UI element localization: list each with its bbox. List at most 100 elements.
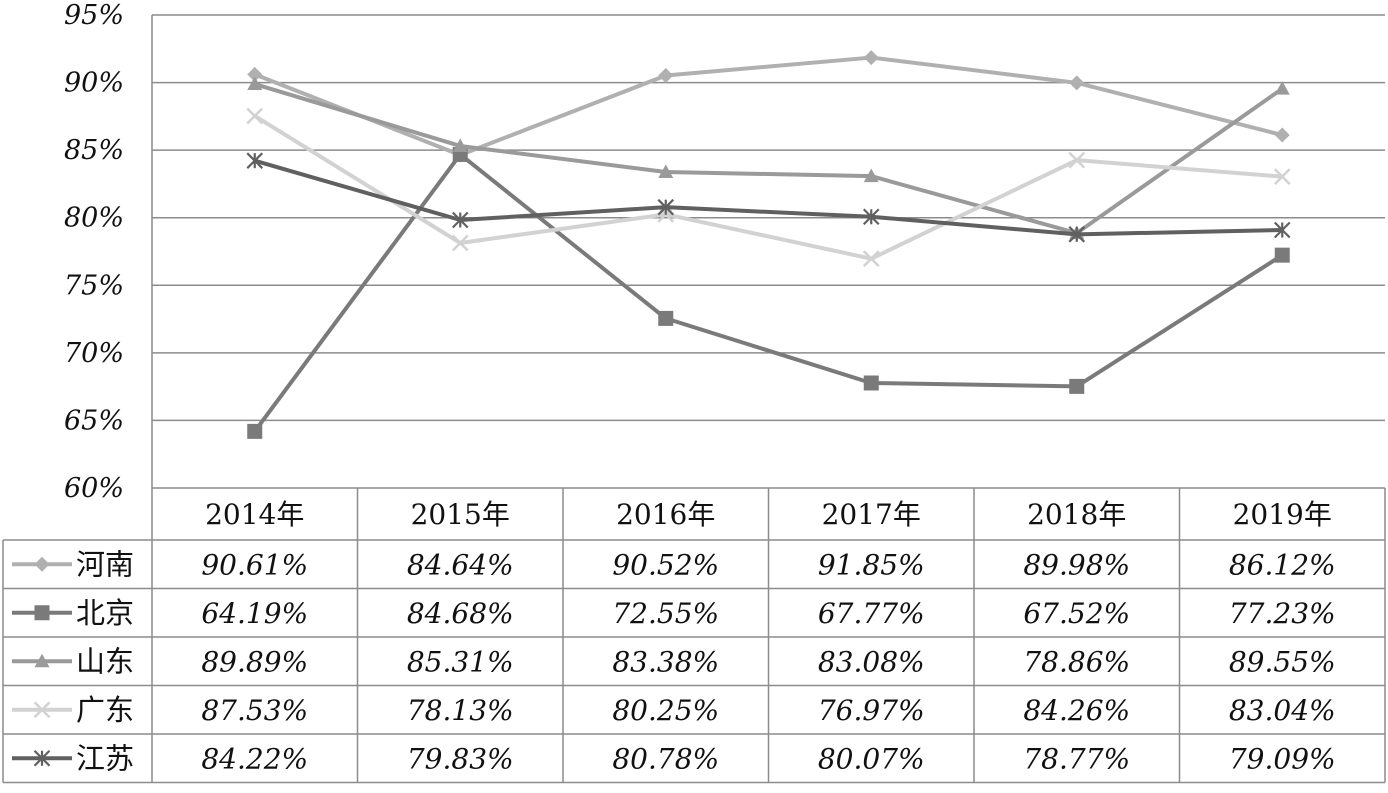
series-3-point: [1274, 81, 1290, 95]
series-1-point: [1274, 127, 1290, 143]
diamond-marker-shape: [34, 556, 50, 572]
x-category-label: 2017年: [822, 498, 921, 531]
table-cell-value: 87.53%: [201, 694, 308, 727]
series-1-point: [658, 68, 674, 84]
series-layer: [246, 50, 1291, 439]
series-3-point: [247, 76, 263, 91]
square-marker-shape: [34, 605, 50, 621]
table-cell-value: 77.23%: [1229, 597, 1336, 630]
series-4-line: [253, 114, 1283, 261]
series-3-point: [452, 138, 468, 152]
triangle-marker-shape: [34, 653, 50, 668]
y-tick-label: 60%: [64, 473, 124, 504]
series-1-legend-marker: [34, 556, 50, 572]
square-marker-shape: [658, 310, 674, 326]
series-3-point: [658, 164, 674, 179]
series-5-point: [862, 208, 880, 226]
series-5-point: [246, 152, 264, 169]
x-category-label: 2015年: [411, 498, 510, 531]
table-cell-value: 85.31%: [407, 645, 514, 678]
square-marker-shape: [863, 375, 879, 391]
text-layer: 95% 90% 85% 80% 75% 70% 65% 60% 2014年 2015年 2016年 2…: [64, 0, 1336, 775]
table-cell-value: 78.13%: [407, 694, 514, 727]
series-3-line: [254, 82, 1284, 236]
series-5-line: [254, 158, 1283, 237]
y-tick-label: 80%: [64, 203, 124, 234]
table-cell-value: 84.22%: [201, 742, 308, 775]
diamond-marker-shape: [863, 50, 879, 66]
square-marker-shape: [1069, 378, 1085, 394]
triangle-marker-shape: [247, 76, 263, 91]
table-cell-value: 84.64%: [407, 548, 514, 581]
series-4-point: [246, 107, 264, 125]
series-3-legend-label: 山东: [76, 644, 134, 678]
series-5-legend-marker: [33, 749, 51, 767]
series-1-point: [247, 66, 263, 82]
table-cell-value: 83.38%: [612, 645, 719, 678]
series-4-point: [1273, 168, 1291, 186]
series-3-point: [863, 168, 879, 183]
table-cell-value: 67.77%: [818, 597, 925, 630]
x-marker-stroke: [246, 107, 264, 125]
x-marker-stroke: [33, 701, 51, 719]
table-cell-value: 80.07%: [818, 742, 925, 775]
series-2-point: [1274, 247, 1290, 263]
table-cell-value: 80.25%: [612, 694, 719, 727]
table-cell-value: 78.77%: [1023, 742, 1130, 775]
table-cell-value: 89.98%: [1023, 548, 1130, 581]
table-cell-value: 89.55%: [1229, 645, 1336, 678]
series-4-point: [451, 234, 469, 252]
series-4-point: [1068, 151, 1086, 169]
series-2-point: [247, 423, 263, 439]
y-tick-label: 65%: [64, 405, 124, 436]
table-cell-value: 64.19%: [201, 597, 308, 630]
series-5-point: [1068, 226, 1086, 243]
table-cell-value: 79.09%: [1229, 742, 1336, 775]
table-cell-value: 83.04%: [1229, 694, 1336, 727]
series-1-point: [1069, 75, 1085, 91]
data-table: [2, 488, 1386, 784]
x-marker-stroke: [451, 234, 469, 252]
series-1-line: [254, 55, 1283, 158]
x-category-label: 2019年: [1233, 498, 1332, 531]
table-cell-value: 79.83%: [407, 742, 514, 775]
series-2-point: [1069, 378, 1085, 394]
series-2-point: [658, 310, 674, 326]
table-cell-value: 78.86%: [1023, 645, 1130, 678]
series-2-point: [863, 375, 879, 391]
series-5-legend-label: 江苏: [76, 741, 134, 775]
diamond-marker-shape: [1069, 75, 1085, 91]
table-cell-value: 80.78%: [612, 742, 719, 775]
triangle-marker-shape: [452, 138, 468, 152]
triangle-marker-shape: [658, 164, 674, 179]
grid-layer: [151, 14, 1385, 489]
y-tick-label: 90%: [64, 68, 124, 99]
series-4-legend-label: 广东: [76, 693, 134, 727]
table-cell-value: 90.61%: [201, 548, 308, 581]
series-3-legend-marker: [34, 653, 50, 668]
table-cell-value: 84.68%: [407, 597, 514, 630]
y-tick-label: 75%: [64, 270, 124, 301]
table-cell-value: 76.97%: [818, 694, 925, 727]
y-tick-label: 95%: [64, 0, 124, 31]
series-1-point: [863, 50, 879, 66]
series-5-point: [657, 198, 675, 216]
table-cell-value: 83.08%: [818, 645, 925, 678]
x-category-label: 2014年: [205, 498, 304, 531]
y-tick-label: 70%: [64, 338, 124, 369]
series-2-legend-label: 北京: [76, 596, 134, 630]
diamond-marker-shape: [247, 66, 263, 82]
table-cell-value: 89.89%: [201, 645, 308, 678]
table-cell-value: 91.85%: [818, 548, 925, 581]
x-marker-stroke: [862, 250, 880, 268]
diamond-marker-shape: [1274, 127, 1290, 143]
x-marker-stroke: [1273, 168, 1291, 186]
series-1-legend-label: 河南: [76, 547, 134, 581]
series-4-point: [862, 250, 880, 268]
table-cell-value: 67.52%: [1023, 597, 1130, 630]
x-category-label: 2016年: [616, 498, 715, 531]
series-5-point: [451, 211, 469, 229]
series-2-line: [253, 152, 1284, 433]
